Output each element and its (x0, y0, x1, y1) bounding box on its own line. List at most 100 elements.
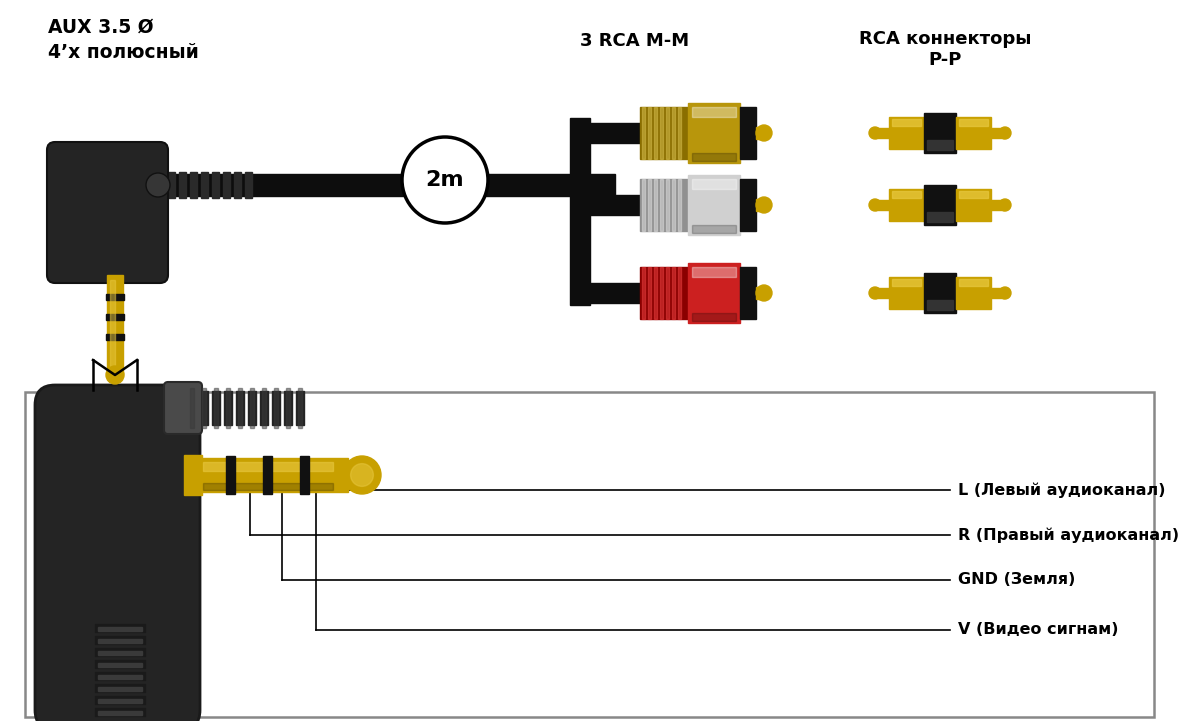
Circle shape (999, 287, 1012, 299)
Bar (640, 267, 689, 319)
Bar (648, 179, 651, 231)
FancyBboxPatch shape (35, 385, 200, 721)
Bar (187, 391, 196, 425)
Bar (98, 639, 141, 643)
Bar (956, 277, 992, 309)
Bar (959, 191, 988, 198)
Bar (756, 199, 764, 211)
Bar (654, 107, 657, 159)
Bar (660, 179, 663, 231)
Bar (924, 113, 956, 153)
Bar (223, 172, 230, 198)
Bar (672, 179, 676, 231)
Bar (666, 107, 668, 159)
Bar (678, 179, 681, 231)
Bar (95, 672, 145, 680)
Text: 3 RCA M-M: 3 RCA M-M (580, 32, 690, 50)
Bar (212, 172, 219, 198)
Bar (202, 388, 206, 428)
Circle shape (402, 137, 488, 223)
Bar (689, 263, 740, 323)
Bar (889, 189, 924, 221)
Bar (198, 458, 348, 492)
Bar (98, 687, 141, 691)
Bar (184, 455, 202, 495)
Bar (692, 153, 736, 161)
Bar (106, 294, 124, 300)
Bar (959, 279, 988, 286)
Bar (992, 128, 1005, 138)
Text: 2m: 2m (426, 170, 465, 190)
Bar (98, 675, 141, 679)
Bar (927, 212, 953, 222)
Bar (190, 388, 195, 428)
Bar (261, 391, 268, 425)
Bar (95, 660, 145, 668)
Bar (740, 179, 756, 231)
Bar (875, 200, 889, 210)
Bar (284, 391, 292, 425)
Bar (643, 179, 645, 231)
Bar (893, 279, 921, 286)
Bar (95, 648, 145, 656)
Bar (107, 275, 123, 375)
Bar (286, 388, 290, 428)
Circle shape (869, 127, 881, 139)
Bar (0, 0, 1179, 388)
Text: V (Видео сигнам): V (Видео сигнам) (959, 622, 1119, 637)
Bar (95, 696, 145, 704)
Bar (959, 119, 988, 126)
Bar (98, 627, 141, 631)
Bar (98, 651, 141, 655)
Bar (893, 191, 921, 198)
Circle shape (106, 366, 124, 384)
Bar (666, 179, 668, 231)
Bar (692, 179, 736, 189)
Circle shape (999, 199, 1012, 211)
Bar (569, 118, 590, 305)
Bar (756, 287, 764, 299)
Bar (648, 107, 651, 159)
Bar (889, 277, 924, 309)
Bar (296, 391, 304, 425)
Bar (106, 314, 124, 320)
Bar (95, 684, 145, 692)
Bar (740, 107, 756, 159)
Bar (226, 388, 230, 428)
Bar (95, 708, 145, 716)
Bar (106, 334, 124, 340)
Bar (654, 267, 657, 319)
Bar (875, 128, 889, 138)
Bar (692, 107, 736, 117)
Circle shape (869, 287, 881, 299)
Bar (299, 456, 309, 494)
Bar (956, 117, 992, 149)
Circle shape (146, 173, 170, 197)
Bar (174, 174, 615, 196)
Bar (212, 391, 220, 425)
Bar (98, 663, 141, 667)
Bar (298, 388, 302, 428)
Bar (927, 300, 953, 310)
Circle shape (756, 125, 772, 141)
Bar (245, 172, 252, 198)
Bar (98, 699, 141, 703)
Bar (203, 462, 332, 471)
Bar (272, 391, 279, 425)
Bar (924, 185, 956, 225)
Bar (588, 195, 643, 215)
Bar (889, 117, 924, 149)
Text: RCA коннекторы
P-P: RCA коннекторы P-P (858, 30, 1032, 68)
FancyBboxPatch shape (47, 142, 167, 283)
Bar (236, 391, 244, 425)
Bar (190, 172, 197, 198)
Bar (203, 483, 332, 490)
Bar (226, 456, 235, 494)
Bar (200, 391, 208, 425)
Bar (689, 103, 740, 163)
Bar (692, 225, 736, 233)
Text: GND (Земля): GND (Земля) (959, 572, 1075, 588)
Bar (648, 267, 651, 319)
Bar (250, 388, 253, 428)
FancyBboxPatch shape (164, 382, 202, 434)
